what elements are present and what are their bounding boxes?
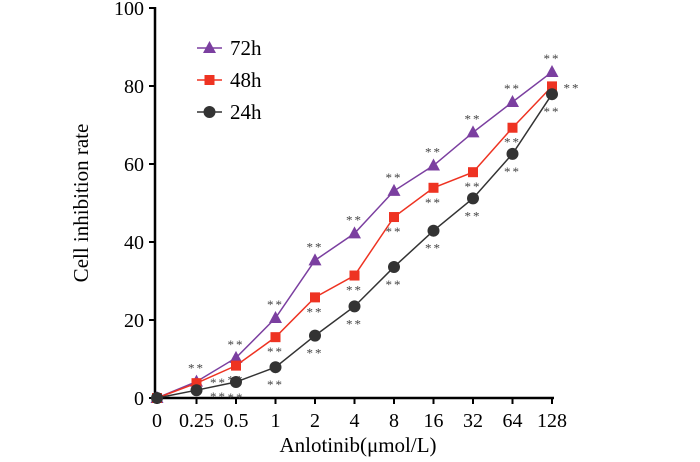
data-point-48h — [349, 270, 360, 281]
x-tick-label: 128 — [537, 410, 567, 432]
data-point-48h — [310, 292, 320, 303]
significance-label: ** — [425, 241, 442, 256]
data-point-24h — [309, 329, 321, 342]
legend-label-72h: 72h — [230, 36, 262, 60]
data-point-72h — [229, 350, 243, 363]
data-point-48h — [389, 212, 399, 223]
x-tick-label: 0.5 — [224, 410, 249, 432]
significance-label: ** — [228, 337, 245, 352]
significance-label: ** — [307, 239, 324, 254]
significance-label: ** — [210, 389, 227, 404]
significance-label: ** — [504, 135, 521, 150]
y-tick-label: 100 — [114, 0, 144, 20]
y-axis-label: Cell inhibition rate — [69, 124, 93, 283]
data-point-48h — [547, 81, 557, 92]
series-line-48h — [156, 85, 553, 399]
x-tick-label: 0 — [152, 410, 162, 432]
x-tick-label: 2 — [310, 410, 320, 432]
significance-label: ** — [188, 361, 205, 376]
data-point-24h — [269, 361, 282, 374]
data-point-72h — [506, 94, 519, 107]
significance-label: ** — [307, 346, 324, 361]
significance-label: ** — [386, 224, 403, 239]
significance-label: ** — [425, 145, 442, 160]
significance-label: ** — [465, 111, 482, 126]
significance-label: ** — [267, 297, 284, 312]
x-tick-label: 16 — [424, 410, 444, 432]
data-point-24h — [467, 192, 479, 205]
x-tick-label: 0.25 — [179, 410, 214, 432]
legend-label-24h: 24h — [230, 100, 262, 124]
significance-label: ** — [346, 316, 363, 331]
y-tick-label: 0 — [134, 388, 144, 410]
x-tick-label: 1 — [271, 410, 281, 432]
data-point-72h — [545, 64, 559, 77]
significance-label: ** — [544, 51, 561, 66]
significance-label: ** — [564, 80, 581, 95]
significance-label: ** — [386, 170, 403, 185]
legend-marker-24h — [203, 106, 216, 118]
x-axis-label: Anlotinib(μmol/L) — [279, 433, 436, 457]
series-line-24h — [156, 93, 553, 399]
data-point-48h — [231, 360, 241, 371]
y-tick-label: 40 — [124, 232, 144, 254]
significance-label: ** — [346, 212, 363, 227]
data-point-48h — [191, 378, 202, 389]
data-point-48h — [468, 167, 478, 178]
y-tick-label: 20 — [124, 310, 144, 332]
data-point-24h — [546, 88, 558, 101]
significance-label: ** — [346, 283, 363, 298]
data-point-24h — [427, 224, 440, 237]
data-point-24h — [506, 147, 519, 160]
x-tick-label: 64 — [503, 410, 523, 432]
data-point-48h — [270, 332, 281, 343]
y-tick-label: 60 — [124, 154, 144, 176]
data-point-48h — [428, 182, 439, 193]
significance-label: ** — [465, 179, 482, 194]
legend-marker-48h — [204, 75, 215, 85]
significance-label: ** — [267, 344, 284, 359]
data-point-72h — [348, 226, 361, 239]
significance-label: ** — [425, 195, 442, 210]
legend-label-48h: 48h — [230, 68, 262, 92]
significance-label: ** — [465, 208, 482, 223]
significance-label: ** — [386, 277, 403, 292]
data-point-24h — [388, 260, 400, 273]
data-point-72h — [269, 311, 282, 324]
data-point-24h — [190, 384, 203, 397]
data-point-72h — [466, 125, 480, 138]
data-point-48h — [507, 122, 518, 133]
data-point-72h — [427, 158, 440, 171]
significance-label: ** — [504, 164, 521, 179]
significance-label: ** — [307, 304, 324, 319]
x-tick-label: 4 — [350, 410, 360, 432]
significance-label: ** — [544, 104, 561, 119]
significance-label: ** — [228, 390, 245, 405]
legend-marker-72h — [203, 41, 216, 53]
data-point-72h — [387, 183, 401, 196]
significance-label: ** — [267, 377, 284, 392]
data-point-24h — [348, 300, 361, 313]
significance-label: ** — [210, 375, 227, 390]
data-point-24h — [230, 376, 242, 389]
data-point-72h — [308, 253, 322, 266]
significance-label: ** — [504, 81, 521, 96]
data-point-24h — [151, 392, 163, 404]
x-tick-label: 8 — [389, 410, 399, 432]
x-tick-label: 32 — [463, 410, 483, 432]
y-tick-label: 80 — [124, 76, 144, 98]
